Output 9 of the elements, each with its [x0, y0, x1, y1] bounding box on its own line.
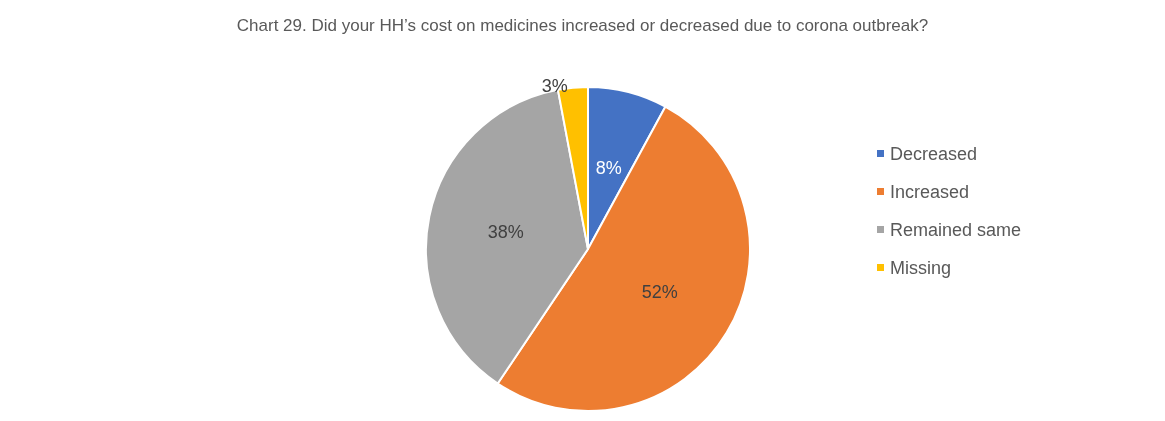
legend-label: Remained same — [890, 219, 1022, 240]
data-label: 8% — [595, 157, 622, 178]
data-label: 52% — [641, 282, 678, 303]
legend-label: Decreased — [890, 143, 978, 164]
legend-label: Missing — [890, 257, 952, 278]
chart-title: Chart 29. Did your HH’s cost on medicines increased or decreased due to corona outbreak? — [236, 16, 929, 35]
data-label: 38% — [487, 222, 524, 243]
data-label: 3% — [541, 75, 568, 96]
legend-label: Increased — [890, 181, 970, 202]
